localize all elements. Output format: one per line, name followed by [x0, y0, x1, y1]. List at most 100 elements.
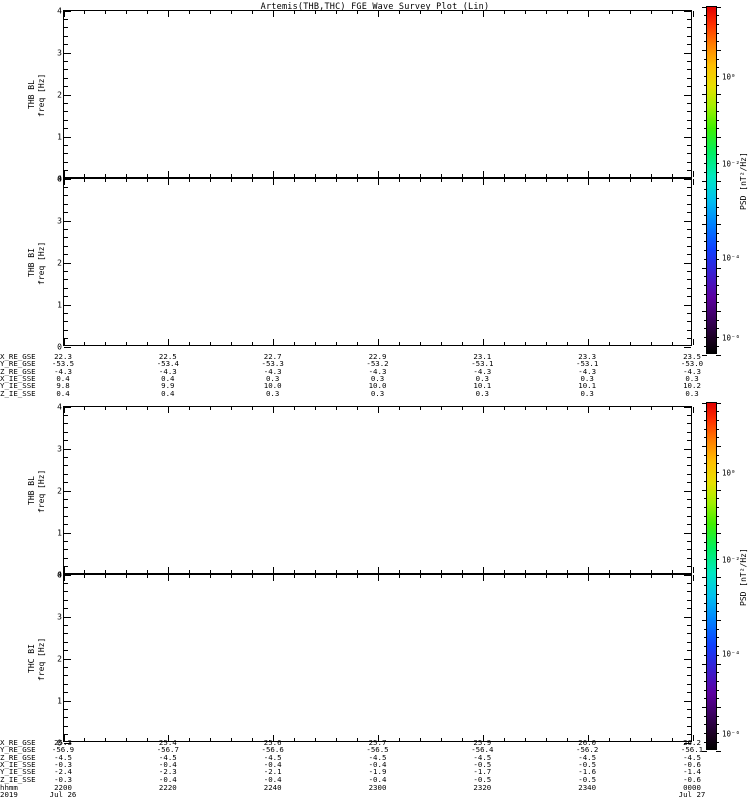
annotation-value: 9.9: [161, 381, 175, 391]
x-axis-tick: [503, 570, 505, 573]
y-axis-tick: [687, 473, 691, 475]
y-axis-tick: [64, 650, 68, 652]
annotation-value: -2.1: [263, 767, 282, 777]
panel-units-label: freq [Hz]: [37, 637, 46, 681]
x-axis-tick: [650, 342, 652, 345]
y-axis-tick: [64, 102, 68, 104]
annotation-row-label: Y_RE_GSE: [0, 745, 36, 755]
y-axis-tick: [687, 128, 691, 130]
annotation-value: -4.3: [473, 366, 492, 376]
y-axis-tick: [64, 666, 68, 668]
x-axis-tick: [63, 171, 65, 177]
annotation-value: 25.6: [263, 738, 282, 747]
x-axis-tick: [398, 407, 400, 410]
annotation-value: 23.1: [473, 352, 492, 361]
y-axis-tick: [687, 624, 691, 626]
y-axis-tick: [687, 440, 691, 442]
x-axis-tick: [440, 11, 442, 14]
annotation-value: 0.4: [56, 388, 70, 398]
x-axis-tick: [252, 179, 254, 182]
annotation-value: 0.4: [56, 373, 70, 383]
colorbar-tick: [704, 145, 707, 147]
x-axis-tick: [252, 342, 254, 345]
colorbar-tick: [716, 276, 719, 278]
x-axis-tick: [189, 570, 191, 573]
y-axis-tick: [64, 717, 68, 719]
y-axis-tick: [687, 245, 691, 247]
x-axis-tick: [210, 575, 212, 578]
y-axis-tick: [64, 431, 68, 433]
y-axis-tick: [64, 186, 68, 188]
colorbar-tick: [716, 337, 719, 339]
time-row-label: hhmm: [0, 782, 18, 792]
y-axis-tick: [684, 406, 691, 408]
x-axis-tick: [105, 174, 107, 177]
colorbar-tick: [704, 428, 707, 430]
y-axis-label: 2: [57, 258, 62, 268]
annotation-value: -4.5: [368, 752, 387, 762]
y-axis-tick: [64, 624, 68, 626]
x-axis-tick: [105, 407, 107, 410]
y-axis-tick: [64, 683, 68, 685]
x-axis-tick: [210, 407, 212, 410]
annotation-value: -1.6: [578, 767, 597, 777]
annotation-value: 0.3: [265, 373, 280, 383]
x-axis-tick: [315, 342, 317, 345]
colorbar-tick: [716, 284, 719, 286]
x-axis-tick: [482, 179, 484, 185]
colorbar-tick: [716, 750, 721, 752]
x-axis-tick: [629, 342, 631, 345]
colorbar-tick: [704, 302, 707, 304]
annotation-value: -0.5: [473, 774, 492, 784]
annotation-row: Y_IE_SSE -2.4 -2.3 -2.1 -1.9 -1.7 -1.6 -1.4: [0, 767, 750, 777]
colorbar-tick: [704, 67, 707, 69]
colorbar-tick: [702, 50, 707, 51]
x-axis-tick: [105, 179, 107, 182]
colorbar-tick: [716, 593, 719, 595]
x-axis-tick: [398, 174, 400, 177]
y-axis-tick: [687, 170, 691, 172]
colorbar-tick: [704, 319, 707, 321]
y-axis-tick: [687, 212, 691, 214]
x-axis-tick: [168, 171, 170, 177]
x-axis-tick: [629, 738, 631, 741]
y-axis-tick: [64, 195, 68, 197]
annotation-value: -0.4: [368, 759, 387, 769]
x-axis-tick: [419, 11, 421, 14]
y-axis-tick: [64, 111, 68, 113]
colorbar-tick: [702, 663, 707, 665]
x-axis-tick: [671, 179, 673, 182]
x-axis-tick: [587, 171, 589, 177]
y-axis-tick: [687, 77, 691, 79]
x-axis-tick: [692, 11, 694, 17]
y-axis-tick: [687, 456, 691, 458]
colorbar-tick: [716, 171, 719, 173]
y-axis-tick: [687, 338, 691, 340]
x-axis-tick: [189, 174, 191, 177]
colorbar-tick: [716, 646, 719, 648]
x-axis-tick: [398, 179, 400, 182]
colorbar-tick: [716, 58, 719, 60]
annotation-value: -0.3: [54, 759, 72, 769]
x-axis-tick: [231, 575, 233, 578]
y-axis-tick: [64, 591, 68, 593]
colorbar-tick: [704, 215, 707, 217]
annotation-date-row: 2019 Jul 26 Jul 27: [0, 790, 750, 799]
x-axis-tick: [524, 407, 526, 410]
colorbar-tick: [716, 559, 719, 561]
annotation-row-label: Y_IE_SSE: [0, 381, 36, 391]
y-axis-tick: [687, 599, 691, 601]
colorbar-tick: [704, 197, 707, 199]
colorbar-tick: [702, 402, 707, 404]
x-axis-tick: [545, 179, 547, 182]
x-axis-tick: [210, 174, 212, 177]
colorbar-tick: [702, 224, 707, 225]
x-axis-tick: [461, 11, 463, 14]
x-axis-tick: [629, 570, 631, 573]
y-axis-tick: [64, 60, 68, 62]
time-tick-label: 2320: [473, 782, 492, 792]
y-axis-tick: [64, 10, 71, 12]
y-axis-tick: [64, 482, 68, 484]
y-axis-tick: [64, 329, 68, 331]
y-axis-tick: [687, 228, 691, 230]
